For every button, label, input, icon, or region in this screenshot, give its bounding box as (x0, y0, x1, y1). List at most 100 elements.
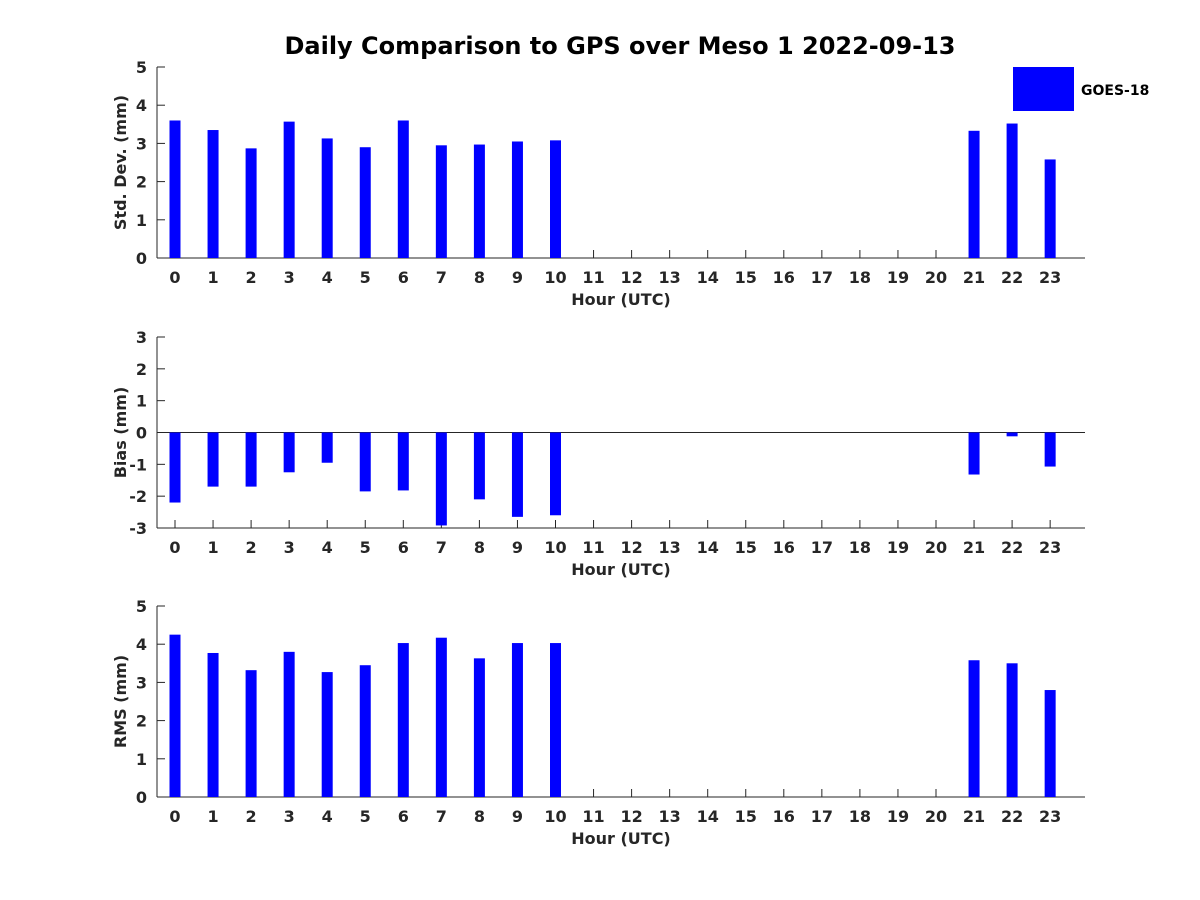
bar-rms-hour-23 (1044, 690, 1056, 797)
x-tick-label: 7 (436, 538, 447, 557)
x-tick-label: 20 (925, 807, 947, 826)
bar-std-hour-3 (283, 121, 295, 258)
x-tick-label: 14 (697, 538, 719, 557)
bar-std-hour-8 (473, 144, 485, 258)
y-tick-label: 4 (136, 96, 147, 115)
x-tick-label: 1 (207, 807, 218, 826)
y-tick-label: -3 (129, 519, 147, 538)
bar-bias-hour-2 (245, 432, 257, 487)
x-tick-label: 16 (773, 538, 795, 557)
x-tick-label: 19 (887, 268, 909, 287)
x-tick-label: 15 (735, 268, 757, 287)
bar-bias-hour-5 (359, 432, 371, 492)
x-tick-label: 4 (322, 538, 333, 557)
y-axis-label: RMS (mm) (111, 655, 130, 748)
x-tick-label: 22 (1001, 807, 1023, 826)
x-tick-label: 9 (512, 538, 523, 557)
x-axis-label: Hour (UTC) (571, 290, 671, 309)
x-tick-label: 23 (1039, 538, 1061, 557)
y-tick-label: 0 (136, 249, 147, 268)
y-tick-label: -2 (129, 487, 147, 506)
bar-std-hour-4 (321, 138, 333, 258)
bar-bias-hour-23 (1044, 432, 1056, 467)
y-tick-label: -1 (129, 455, 147, 474)
x-tick-label: 18 (849, 538, 871, 557)
x-tick-label: 17 (811, 268, 833, 287)
y-tick-label: 2 (136, 360, 147, 379)
x-tick-label: 2 (246, 268, 257, 287)
x-tick-label: 3 (284, 538, 295, 557)
bar-bias-hour-9 (511, 432, 523, 517)
y-tick-label: 3 (136, 328, 147, 347)
x-tick-label: 15 (735, 538, 757, 557)
x-tick-label: 13 (659, 807, 681, 826)
y-tick-label: 0 (136, 424, 147, 443)
bar-std-hour-10 (550, 140, 561, 258)
bar-std-hour-22 (1006, 123, 1018, 258)
y-tick-label: 1 (136, 211, 147, 230)
bar-bias-hour-22 (1006, 432, 1018, 437)
x-tick-label: 1 (207, 268, 218, 287)
x-tick-label: 5 (360, 807, 371, 826)
x-tick-label: 22 (1001, 268, 1023, 287)
bar-std-hour-21 (968, 130, 980, 258)
y-tick-label: 1 (136, 750, 147, 769)
bar-std-hour-9 (511, 141, 523, 258)
legend: GOES-18 (1013, 67, 1149, 111)
bar-std-hour-5 (359, 147, 371, 258)
x-tick-label: 9 (512, 268, 523, 287)
legend-swatch-goes-18 (1013, 67, 1074, 111)
x-tick-label: 18 (849, 268, 871, 287)
bar-std-hour-0 (169, 120, 181, 258)
y-axis-label: Std. Dev. (mm) (111, 95, 130, 230)
bar-rms-hour-6 (397, 643, 409, 797)
x-tick-label: 6 (398, 268, 409, 287)
x-tick-label: 21 (963, 268, 985, 287)
x-tick-label: 14 (697, 268, 719, 287)
y-tick-label: 1 (136, 392, 147, 411)
x-tick-label: 5 (360, 268, 371, 287)
bar-std-hour-7 (435, 145, 447, 258)
y-axis-label: Bias (mm) (111, 387, 130, 479)
x-tick-label: 10 (544, 538, 566, 557)
x-tick-label: 12 (620, 268, 642, 287)
bar-std-hour-2 (245, 148, 257, 258)
bar-rms-hour-22 (1006, 663, 1018, 797)
x-tick-label: 2 (246, 538, 257, 557)
x-tick-label: 11 (582, 538, 604, 557)
x-tick-label: 4 (322, 807, 333, 826)
legend-label-goes-18: GOES-18 (1081, 83, 1149, 99)
bar-std-hour-23 (1044, 159, 1056, 258)
x-tick-label: 9 (512, 807, 523, 826)
y-tick-label: 5 (136, 58, 147, 77)
x-tick-label: 4 (322, 268, 333, 287)
x-tick-label: 7 (436, 807, 447, 826)
bar-bias-hour-10 (550, 432, 561, 516)
x-tick-label: 12 (620, 807, 642, 826)
y-tick-label: 5 (136, 597, 147, 616)
y-tick-label: 2 (136, 712, 147, 731)
x-tick-label: 17 (811, 807, 833, 826)
x-tick-label: 8 (474, 538, 485, 557)
x-tick-label: 0 (169, 807, 180, 826)
x-tick-label: 0 (169, 538, 180, 557)
x-tick-label: 13 (659, 538, 681, 557)
x-tick-label: 2 (246, 807, 257, 826)
x-tick-label: 20 (925, 268, 947, 287)
x-axis-label: Hour (UTC) (571, 829, 671, 848)
bar-bias-hour-0 (169, 432, 181, 503)
bar-rms-hour-2 (245, 670, 257, 797)
x-tick-label: 23 (1039, 807, 1061, 826)
x-tick-label: 19 (887, 807, 909, 826)
x-tick-label: 5 (360, 538, 371, 557)
bar-bias-hour-3 (283, 432, 295, 473)
x-tick-label: 23 (1039, 268, 1061, 287)
x-axis-label: Hour (UTC) (571, 560, 671, 579)
bar-bias-hour-6 (397, 432, 409, 491)
x-tick-label: 22 (1001, 538, 1023, 557)
bar-bias-hour-4 (321, 432, 333, 463)
x-tick-label: 10 (544, 268, 566, 287)
x-tick-label: 7 (436, 268, 447, 287)
